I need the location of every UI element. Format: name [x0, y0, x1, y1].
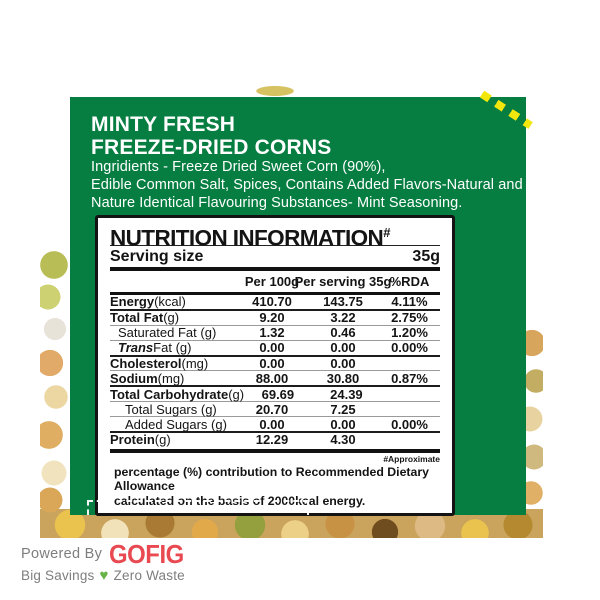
bottom-dashed-box — [87, 500, 309, 515]
nutrition-row-total-sugars: Total Sugars (g) 20.70 7.25 — [125, 401, 356, 417]
product-title: MINTY FRESH FREEZE-DRIED CORNS — [91, 113, 331, 159]
divider — [110, 401, 440, 403]
column-headers: Per 100g Per serving 35g %RDA — [98, 271, 452, 292]
nutrition-row-added-sugars: Added Sugars (g) 0.00 0.00 0.00% — [125, 416, 428, 432]
divider — [110, 308, 440, 311]
nutrition-title: NUTRITION INFORMATION# — [98, 218, 452, 251]
thick-divider — [110, 292, 440, 295]
serving-size-value: 35g — [412, 247, 440, 265]
divider — [110, 416, 440, 418]
nutrition-title-sup: # — [383, 225, 390, 240]
label-card: MINTY FRESH FREEZE-DRIED CORNS Ingridient… — [70, 90, 533, 517]
col-per-serving: Per serving 35g — [294, 274, 392, 289]
tagline-left: Big Savings — [21, 568, 95, 583]
serving-size-label: Serving size — [110, 247, 204, 265]
serving-size-row: Serving size 35g — [98, 246, 452, 267]
divider — [110, 431, 440, 434]
col-per-100g: Per 100g — [244, 274, 300, 289]
nutrition-row-total-carbohydrate: Total Carbohydrate (g) 69.69 24.39 — [110, 386, 363, 402]
thick-divider — [110, 448, 440, 453]
divider — [110, 385, 440, 388]
tagline-right: Zero Waste — [113, 568, 185, 583]
divider — [110, 245, 440, 246]
corner-dashes-icon — [479, 90, 533, 129]
nutrition-row-energy: Energy (kcal) 410.70 143.75 4.11% — [110, 294, 428, 310]
nutrition-row-protein: Protein (g) 12.29 4.30 — [110, 432, 356, 448]
nutrition-row-total-fat: Total Fat (g) 9.20 3.22 2.75% — [110, 310, 428, 326]
gofig-logo: GOFIG — [109, 539, 184, 569]
divider — [110, 370, 440, 372]
powered-by-label: Powered By — [21, 546, 103, 562]
nutrition-row-saturated-fat: Saturated Fat (g) 1.32 0.46 1.20% — [118, 325, 428, 341]
thick-divider — [110, 267, 440, 271]
divider — [110, 354, 440, 357]
nutrition-title-text: NUTRITION INFORMATION — [110, 225, 384, 251]
product-title-line2: FREEZE-DRIED CORNS — [91, 136, 332, 159]
nutrition-row-sodium: Sodium (mg) 88.00 30.80 0.87% — [110, 370, 428, 386]
approx-note: #Approximate — [383, 453, 440, 464]
divider — [110, 324, 440, 326]
nutrition-row-cholesterol: Cholesterol (mg) 0.00 0.00 — [110, 356, 356, 372]
nutrition-row-trans-fat: Trans Fat (g) 0.00 0.00 0.00% — [118, 340, 428, 356]
ingredients-text: Ingridients - Freeze Dried Sweet Corn (9… — [91, 159, 523, 211]
heart-icon: ♥ — [99, 567, 109, 584]
branding-footer: Powered By GOFIG Big Savings ♥ Zero Wast… — [21, 541, 190, 583]
col-rda: %RDA — [389, 274, 430, 289]
product-title-line1: MINTY FRESH — [91, 113, 236, 136]
divider — [110, 339, 440, 341]
nutrition-table: NUTRITION INFORMATION# Serving size 35g … — [95, 215, 455, 517]
tagline: Big Savings ♥ Zero Waste — [21, 568, 190, 583]
